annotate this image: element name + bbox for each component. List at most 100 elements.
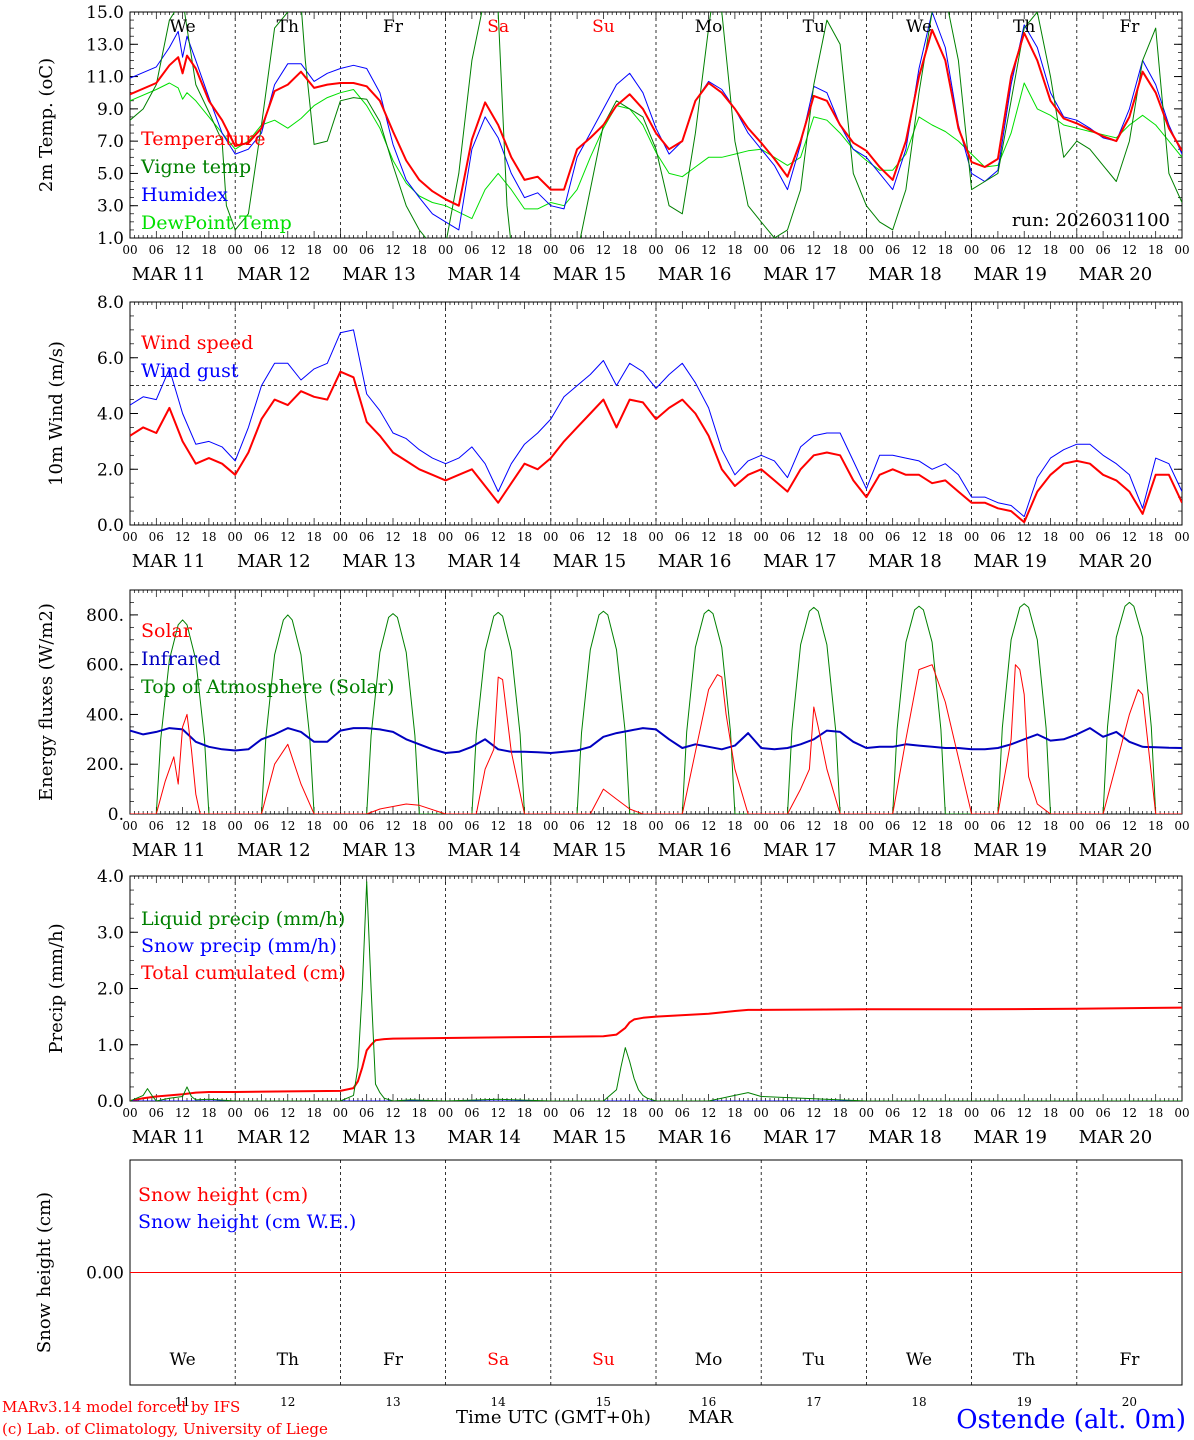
date-label: MAR 15 [553, 840, 627, 861]
y-tick-label: 6.0 [97, 349, 124, 369]
hour-tick-label: 06 [464, 243, 479, 257]
date-label: MAR 15 [553, 551, 627, 572]
date-label: MAR 18 [868, 1127, 942, 1148]
hour-tick-label: 06 [990, 1106, 1005, 1120]
date-label: MAR 17 [763, 840, 837, 861]
hour-tick-label: 06 [1095, 819, 1110, 833]
day-name-label: Th [277, 1350, 299, 1370]
hour-tick-label: 00 [648, 530, 663, 544]
hour-tick-label: 06 [675, 530, 690, 544]
y-axis-title: 10m Wind (m/s) [46, 341, 67, 486]
panel-precip: 0.0 1.0 2.0 3.0 4.0 Precip (mm/h) Liquid preci… [46, 867, 1190, 1148]
series-line-dewpoint-temp [130, 82, 1182, 220]
y-tick-label: 7.0 [97, 132, 124, 152]
legend-entry: Snow height (cm) [138, 1184, 308, 1206]
hour-tick-label: 00 [228, 1106, 243, 1120]
hour-tick-label: 12 [806, 243, 821, 257]
hour-tick-label: 06 [1095, 530, 1110, 544]
hour-tick-label: 12 [385, 243, 400, 257]
date-label: MAR 14 [447, 1127, 521, 1148]
day-name-label: Th [1013, 1350, 1035, 1370]
hour-tick-label: 00 [859, 1106, 874, 1120]
hour-tick-label: 06 [149, 530, 164, 544]
hour-tick-label: 12 [280, 530, 295, 544]
date-label: MAR 13 [342, 551, 416, 572]
hour-tick-label: 18 [412, 819, 427, 833]
y-tick-label: 15.0 [86, 3, 124, 23]
hour-tick-label: 18 [517, 243, 532, 257]
day-number-label: 12 [280, 1395, 295, 1409]
hour-tick-label: 00 [859, 819, 874, 833]
series-line-infrared [130, 727, 1182, 754]
hour-tick-label: 18 [306, 530, 321, 544]
day-name-label: Fr [383, 17, 404, 37]
hour-tick-label: 00 [438, 243, 453, 257]
hour-tick-label: 12 [491, 1106, 506, 1120]
hour-tick-label: 18 [201, 243, 216, 257]
hour-tick-label: 12 [806, 819, 821, 833]
hour-tick-label: 18 [517, 530, 532, 544]
y-tick-label: 200. [86, 755, 124, 775]
hour-tick-label: 18 [517, 1106, 532, 1120]
hour-tick-label: 00 [122, 530, 137, 544]
panel-snow: 0.00 Snow height (cm) Snow height (cm) Snow… [34, 1159, 1183, 1409]
hour-tick-label: 18 [622, 1106, 637, 1120]
hour-tick-label: 00 [648, 819, 663, 833]
y-tick-label: 4.0 [97, 405, 124, 425]
y-tick-label: 5.0 [97, 164, 124, 184]
y-tick-label: 4.0 [97, 867, 124, 887]
date-label: MAR 17 [763, 264, 837, 285]
y-tick-label: 800. [86, 606, 124, 626]
series-line-vigne-temp [130, 12, 1182, 238]
footer-month-label: MAR [688, 1407, 733, 1428]
hour-tick-label: 18 [306, 819, 321, 833]
panel-wind: 0.0 2.0 4.0 6.0 8.0 10m Wind (m/s) Wind speed W… [46, 293, 1190, 572]
day-name-label: We [170, 17, 196, 37]
hour-tick-label: 18 [1043, 819, 1058, 833]
hour-tick-label: 00 [438, 819, 453, 833]
legend-entry: Total cumulated (cm) [141, 962, 346, 984]
hour-tick-label: 00 [754, 1106, 769, 1120]
date-label: MAR 20 [1079, 840, 1153, 861]
day-name-label: Tu [803, 17, 825, 37]
hour-tick-label: 18 [412, 1106, 427, 1120]
legend-entry: DewPoint Temp [141, 212, 292, 234]
date-label: MAR 11 [132, 264, 206, 285]
hour-tick-label: 00 [122, 819, 137, 833]
hour-tick-label: 06 [780, 530, 795, 544]
date-label: MAR 18 [868, 264, 942, 285]
hour-tick-label: 12 [280, 819, 295, 833]
y-tick-label: 11.0 [86, 68, 124, 88]
y-tick-label: 0.0 [97, 1092, 124, 1112]
station-name: Ostende (alt. 0m) [956, 1405, 1186, 1435]
hour-tick-label: 00 [228, 530, 243, 544]
y-tick-label: 1.0 [97, 229, 124, 249]
hour-tick-label: 18 [727, 530, 742, 544]
hour-tick-label: 18 [727, 1106, 742, 1120]
day-name-label: Mo [695, 1350, 723, 1370]
hour-tick-label: 00 [1069, 819, 1084, 833]
hour-tick-label: 00 [122, 243, 137, 257]
date-label: MAR 12 [237, 1127, 311, 1148]
hour-tick-label: 12 [596, 819, 611, 833]
hour-tick-label: 12 [701, 1106, 716, 1120]
date-label: MAR 11 [132, 551, 206, 572]
hour-tick-label: 12 [175, 1106, 190, 1120]
hour-tick-label: 06 [885, 819, 900, 833]
hour-tick-label: 12 [701, 243, 716, 257]
legend-entry: Liquid precip (mm/h) [141, 908, 345, 930]
hour-tick-label: 12 [280, 243, 295, 257]
series-line-liquid-precip-mm-h [130, 881, 1182, 1101]
hour-tick-label: 00 [228, 243, 243, 257]
date-label: MAR 16 [658, 264, 732, 285]
day-number-label: 20 [1122, 1395, 1137, 1409]
hour-tick-label: 06 [569, 530, 584, 544]
hour-tick-label: 06 [1095, 1106, 1110, 1120]
hour-tick-label: 00 [438, 530, 453, 544]
y-tick-label: 0.00 [86, 1264, 124, 1284]
hour-tick-label: 18 [1148, 1106, 1163, 1120]
hour-tick-label: 00 [859, 530, 874, 544]
hour-tick-label: 06 [675, 243, 690, 257]
day-name-label: We [906, 1350, 932, 1370]
